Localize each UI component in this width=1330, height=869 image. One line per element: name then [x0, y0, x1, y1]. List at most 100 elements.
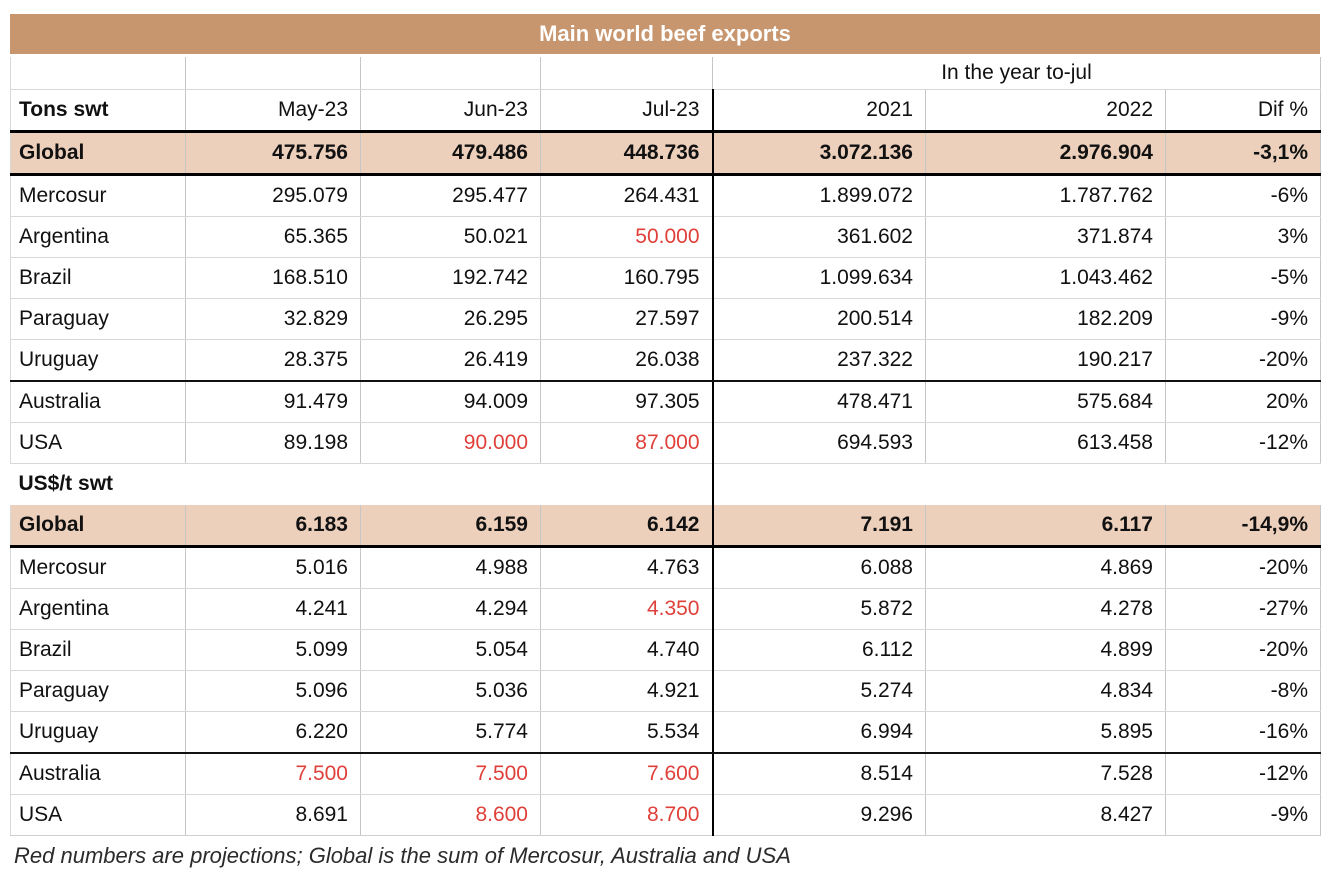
cell-value: 94.009	[360, 381, 541, 423]
cell-value: 475.756	[185, 131, 361, 176]
empty-cell	[186, 464, 361, 505]
row-label: Paraguay	[10, 298, 186, 340]
table-title: Main world beef exports	[10, 14, 1320, 54]
table-row: Uruguay 28.375 26.419 26.038 237.322 190…	[10, 339, 1321, 382]
cell-value: 4.988	[360, 546, 541, 589]
cell-value: 8.600	[360, 794, 541, 836]
cell-value: 5.016	[185, 546, 361, 589]
cell-value: -8%	[1165, 670, 1321, 712]
row-label: USA	[10, 422, 186, 464]
cell-value: 6.220	[185, 711, 361, 754]
cell-value: 478.471	[712, 381, 926, 423]
cell-value: 6.183	[185, 504, 361, 548]
cell-value: 8.691	[185, 794, 361, 836]
section-label: US$/t swt	[18, 472, 114, 495]
cell-value: 5.099	[185, 629, 361, 671]
table-row: Australia 91.479 94.009 97.305 478.471 5…	[10, 381, 1321, 423]
cell-value: 200.514	[712, 298, 926, 340]
cell-value: 20%	[1165, 381, 1321, 423]
cell-value: 5.774	[360, 711, 541, 754]
row-label: Uruguay	[10, 339, 186, 382]
cell-value: 168.510	[185, 257, 361, 299]
cell-value: 90.000	[360, 422, 541, 464]
empty-cell	[361, 464, 541, 505]
table-row: Paraguay 5.096 5.036 4.921 5.274 4.834 -…	[10, 670, 1321, 712]
cell-value: 7.528	[925, 753, 1166, 795]
cell-value: 87.000	[540, 422, 714, 464]
cell-value: 5.534	[540, 711, 714, 754]
cell-value: 6.159	[360, 504, 541, 548]
cell-value: 6.994	[712, 711, 926, 754]
table-row: Argentina 4.241 4.294 4.350 5.872 4.278 …	[10, 588, 1321, 630]
table-row: Argentina 65.365 50.021 50.000 361.602 3…	[10, 216, 1321, 258]
cell-value: 4.294	[360, 588, 541, 630]
cell-value: 295.477	[360, 174, 541, 217]
cell-value: 65.365	[185, 216, 361, 258]
cell-value: 5.274	[712, 670, 926, 712]
cell-value: 8.427	[925, 794, 1166, 836]
empty-cell	[926, 464, 1166, 505]
cell-value: 182.209	[925, 298, 1166, 340]
empty-cell	[10, 57, 186, 90]
column-header: 2021	[712, 89, 926, 133]
row-label: Australia	[10, 381, 186, 423]
empty-cell	[540, 57, 713, 90]
cell-value: 6.088	[712, 546, 926, 589]
cell-value: 7.191	[712, 504, 926, 548]
cell-value: 5.036	[360, 670, 541, 712]
table-row: USA 8.691 8.600 8.700 9.296 8.427 -9%	[10, 794, 1321, 836]
cell-value: 50.000	[540, 216, 714, 258]
column-header: May-23	[185, 89, 361, 133]
row-label: Global	[10, 504, 186, 548]
cell-value: -12%	[1165, 753, 1321, 795]
table-row: In the year to-jul	[10, 57, 1321, 90]
cell-value: 4.278	[925, 588, 1166, 630]
row-label: Australia	[10, 753, 186, 795]
cell-value: 575.684	[925, 381, 1166, 423]
cell-value: 26.038	[540, 339, 714, 382]
cell-value: 4.241	[185, 588, 361, 630]
table-row: Mercosur 295.079 295.477 264.431 1.899.0…	[10, 174, 1321, 217]
cell-value: 91.479	[185, 381, 361, 423]
cell-value: 6.112	[712, 629, 926, 671]
row-label: USA	[10, 794, 186, 836]
table-row: USA 89.198 90.000 87.000 694.593 613.458…	[10, 422, 1321, 464]
row-label: Argentina	[10, 216, 186, 258]
cell-value: 1.043.462	[925, 257, 1166, 299]
table-row: Paraguay 32.829 26.295 27.597 200.514 18…	[10, 298, 1321, 340]
cell-value: 190.217	[925, 339, 1166, 382]
cell-value: -3,1%	[1165, 131, 1321, 176]
cell-value: 27.597	[540, 298, 714, 340]
cell-value: 6.117	[925, 504, 1166, 548]
cell-value: 4.350	[540, 588, 714, 630]
cell-value: 371.874	[925, 216, 1166, 258]
cell-value: 295.079	[185, 174, 361, 217]
empty-cell	[713, 464, 926, 505]
table-row: Global 6.183 6.159 6.142 7.191 6.117 -14…	[10, 504, 1321, 548]
table-row: Global 475.756 479.486 448.736 3.072.136…	[10, 131, 1321, 176]
cell-value: 4.899	[925, 629, 1166, 671]
cell-value: 7.600	[540, 753, 714, 795]
cell-value: 5.054	[360, 629, 541, 671]
cell-value: 613.458	[925, 422, 1166, 464]
cell-value: -27%	[1165, 588, 1321, 630]
row-label: Mercosur	[10, 174, 186, 217]
cell-value: 1.899.072	[712, 174, 926, 217]
cell-value: 2.976.904	[925, 131, 1166, 176]
cell-value: -9%	[1165, 794, 1321, 836]
row-label: Argentina	[10, 588, 186, 630]
cell-value: 1.099.634	[712, 257, 926, 299]
table-row: Uruguay 6.220 5.774 5.534 6.994 5.895 -1…	[10, 711, 1321, 754]
cell-value: -16%	[1165, 711, 1321, 754]
beef-exports-table: In the year to-jul Tons swt May-23 Jun-2…	[10, 57, 1321, 836]
cell-value: 479.486	[360, 131, 541, 176]
cell-value: 8.514	[712, 753, 926, 795]
cell-value: 5.096	[185, 670, 361, 712]
row-label: Brazil	[10, 257, 186, 299]
cell-value: 5.872	[712, 588, 926, 630]
cell-value: 694.593	[712, 422, 926, 464]
cell-value: 4.869	[925, 546, 1166, 589]
section-label-row: US$/t swt	[11, 463, 1321, 505]
cell-value: 7.500	[185, 753, 361, 795]
